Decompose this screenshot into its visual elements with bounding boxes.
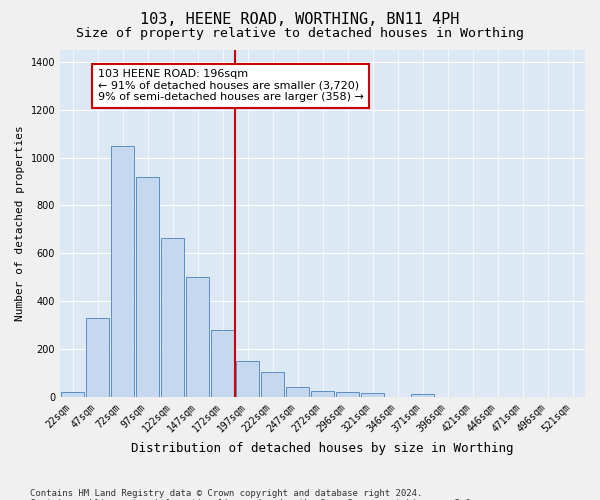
Text: Size of property relative to detached houses in Worthing: Size of property relative to detached ho… bbox=[76, 28, 524, 40]
Bar bbox=[311, 391, 334, 397]
Bar bbox=[136, 177, 160, 397]
Text: Contains HM Land Registry data © Crown copyright and database right 2024.: Contains HM Land Registry data © Crown c… bbox=[30, 488, 422, 498]
Text: 103, HEENE ROAD, WORTHING, BN11 4PH: 103, HEENE ROAD, WORTHING, BN11 4PH bbox=[140, 12, 460, 28]
X-axis label: Distribution of detached houses by size in Worthing: Distribution of detached houses by size … bbox=[131, 442, 514, 455]
Bar bbox=[86, 318, 109, 397]
Bar bbox=[335, 392, 359, 397]
Text: 103 HEENE ROAD: 196sqm
← 91% of detached houses are smaller (3,720)
9% of semi-d: 103 HEENE ROAD: 196sqm ← 91% of detached… bbox=[98, 69, 364, 102]
Text: Contains public sector information licensed under the Open Government Licence v3: Contains public sector information licen… bbox=[30, 498, 476, 500]
Bar bbox=[211, 330, 235, 397]
Bar bbox=[410, 394, 434, 397]
Bar bbox=[260, 372, 284, 397]
Bar bbox=[61, 392, 85, 397]
Bar bbox=[161, 238, 184, 397]
Bar bbox=[361, 393, 385, 397]
Bar bbox=[185, 277, 209, 397]
Bar bbox=[286, 387, 310, 397]
Y-axis label: Number of detached properties: Number of detached properties bbox=[15, 126, 25, 322]
Bar bbox=[110, 146, 134, 397]
Bar bbox=[236, 361, 259, 397]
